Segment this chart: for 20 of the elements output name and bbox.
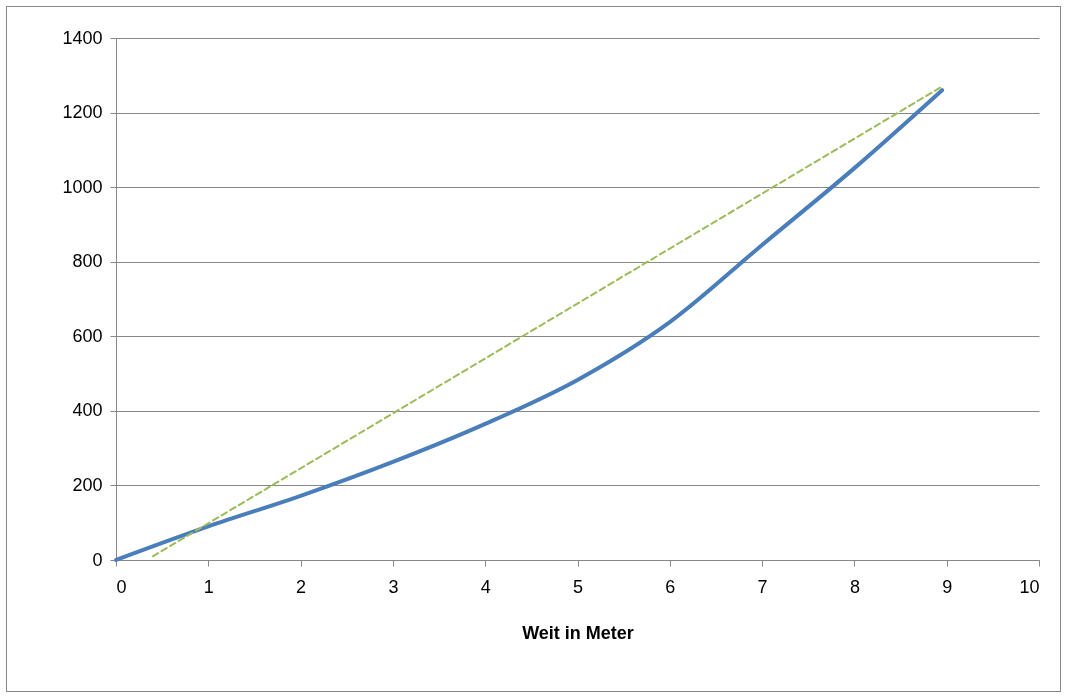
x-tick-label: 9	[942, 576, 953, 597]
x-tick-label: 10	[1019, 576, 1040, 597]
x-tick-label: 1	[203, 576, 214, 597]
x-tick-label: 7	[757, 576, 768, 597]
x-tick-label: 5	[572, 576, 584, 597]
y-tick-label: 200	[72, 474, 103, 495]
x-tick-label: 0	[116, 576, 127, 597]
y-tick-label: 1000	[62, 176, 103, 197]
y-tick-label: 1200	[62, 102, 103, 123]
x-tick-label: 2	[296, 576, 307, 597]
y-tick-label: 400	[72, 400, 103, 421]
y-tick-label: 600	[72, 325, 103, 346]
x-tick-label: 8	[849, 576, 860, 597]
y-tick-label: 1400	[62, 27, 103, 48]
x-tick-label: 6	[665, 576, 676, 597]
y-tick-label: 800	[72, 251, 103, 272]
x-axis-title: Weit in Meter	[522, 622, 634, 643]
y-tick-label: 0	[92, 549, 103, 570]
x-tick-label: 4	[480, 576, 491, 597]
x-tick-label: 3	[388, 576, 399, 597]
